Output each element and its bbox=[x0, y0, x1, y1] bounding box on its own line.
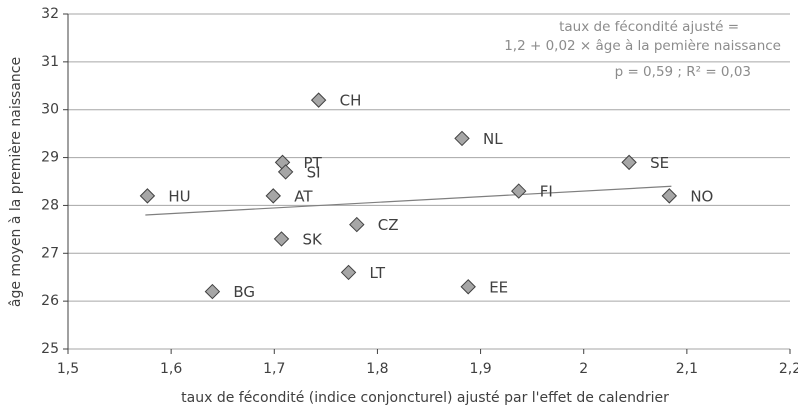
point-label: NO bbox=[690, 187, 713, 205]
point bbox=[310, 92, 327, 108]
x-tick-label: 2,1 bbox=[676, 361, 698, 377]
annotation: p = 0,59 ; R² = 0,03 bbox=[615, 64, 751, 80]
point-label: SE bbox=[650, 154, 669, 172]
point bbox=[340, 264, 357, 281]
point-label: AT bbox=[294, 187, 313, 205]
point bbox=[265, 188, 281, 204]
x-tick-label: 2 bbox=[579, 361, 588, 377]
y-tick-label: 31 bbox=[41, 54, 59, 70]
trend-line bbox=[145, 185, 672, 216]
y-tick-label: 25 bbox=[41, 341, 59, 357]
point bbox=[621, 154, 637, 171]
point bbox=[511, 183, 527, 199]
point-label: HU bbox=[168, 187, 190, 205]
y-tick-label: 26 bbox=[41, 293, 59, 309]
point-label: CH bbox=[340, 92, 362, 110]
point-label: CZ bbox=[378, 216, 399, 234]
point bbox=[661, 188, 678, 204]
point-label: BG bbox=[233, 283, 255, 301]
point bbox=[349, 216, 365, 233]
point bbox=[139, 188, 156, 204]
x-tick-label: 1,8 bbox=[366, 361, 388, 377]
annotation: 1,2 + 0,02 × âge à la pemière naissance bbox=[504, 38, 781, 54]
x-tick-label: 1,6 bbox=[160, 361, 182, 377]
y-tick-label: 27 bbox=[41, 245, 59, 261]
point-label: SI bbox=[307, 163, 321, 181]
point-label: PT bbox=[304, 154, 323, 172]
point-label: SK bbox=[303, 230, 324, 248]
point-label: FI bbox=[540, 183, 553, 201]
point bbox=[273, 231, 290, 247]
point bbox=[460, 279, 476, 295]
point bbox=[454, 130, 470, 147]
y-tick-label: 29 bbox=[41, 150, 59, 166]
point bbox=[277, 164, 294, 180]
x-axis-title: taux de fécondité (indice conjoncturel) … bbox=[181, 390, 669, 406]
point-label: NL bbox=[483, 130, 503, 148]
point-label: EE bbox=[489, 278, 508, 296]
x-tick-label: 1,7 bbox=[263, 361, 285, 377]
y-tick-label: 32 bbox=[41, 6, 59, 22]
x-tick-label: 1,5 bbox=[57, 361, 79, 377]
x-tick-label: 2,2 bbox=[779, 361, 798, 377]
annotation: taux de fécondité ajusté = bbox=[559, 19, 739, 35]
y-tick-label: 28 bbox=[41, 197, 59, 213]
x-tick-label: 1,9 bbox=[469, 361, 491, 377]
y-axis-title: âge moyen à la première naissance bbox=[8, 57, 24, 307]
point bbox=[204, 283, 221, 300]
point-label: LT bbox=[370, 264, 386, 282]
y-tick-label: 30 bbox=[41, 102, 59, 118]
